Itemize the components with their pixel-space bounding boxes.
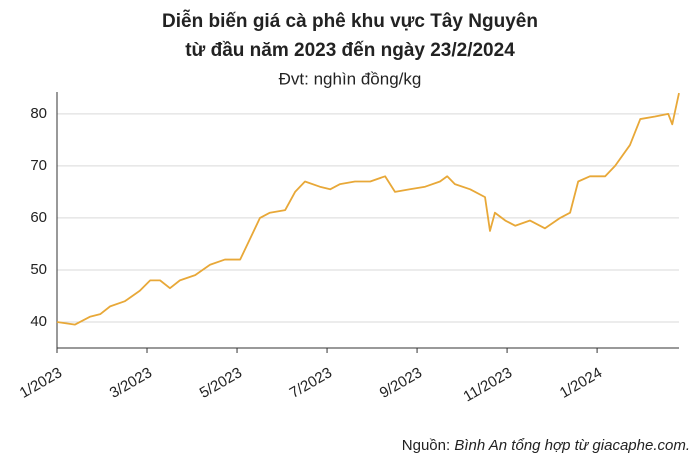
y-tick-label: 70: [30, 157, 47, 174]
price-line: [56, 92, 680, 326]
x-tick-label: 5/2023: [197, 364, 245, 402]
x-tick-label: 1/2023: [17, 364, 65, 402]
chart-title: từ đầu năm 2023 đến ngày 23/2/2024: [185, 40, 515, 61]
x-tick-label: 11/2023: [461, 364, 515, 405]
source-prefix: Nguồn:: [402, 437, 455, 454]
x-tick-label: 3/2023: [107, 364, 155, 402]
y-tick-label: 40: [30, 313, 47, 330]
x-tick-label: 1/2024: [557, 364, 605, 402]
y-tick-label: 50: [30, 261, 47, 278]
y-tick-label: 80: [30, 105, 47, 122]
source-name: Bình An tổng hợp từ giacaphe.com.: [454, 437, 690, 454]
source-note: Nguồn: Bình An tổng hợp từ giacaphe.com.: [402, 437, 690, 454]
chart-title: Diễn biến giá cà phê khu vực Tây Nguyên: [162, 10, 538, 32]
chart-subtitle: Đvt: nghìn đồng/kg: [279, 69, 422, 88]
y-tick-label: 60: [30, 209, 47, 226]
x-tick-label: 9/2023: [377, 364, 425, 402]
x-tick-label: 7/2023: [287, 364, 335, 402]
